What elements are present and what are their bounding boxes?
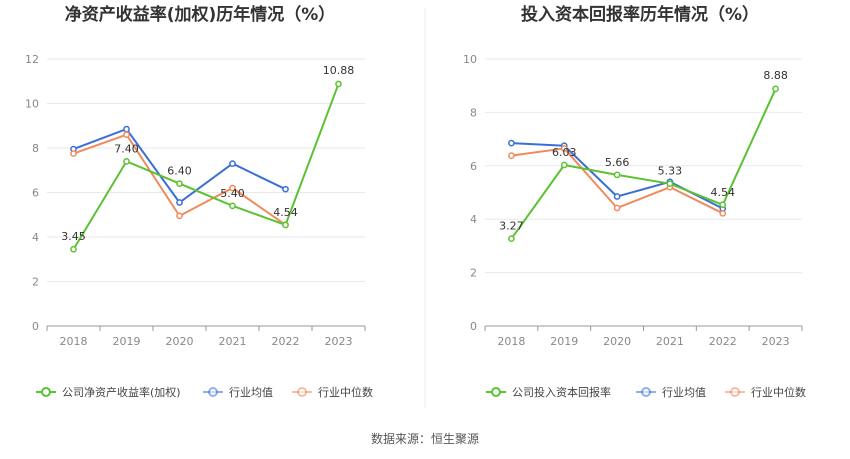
roic-data-point bbox=[560, 161, 568, 169]
roe-data-point bbox=[176, 199, 183, 206]
roic-data-point bbox=[666, 180, 674, 188]
roe-data-point bbox=[335, 80, 342, 88]
roic-data-point bbox=[560, 145, 568, 152]
roe-legend-label: 公司净资产收益率(加权) bbox=[62, 385, 181, 399]
roe-legend-marker bbox=[208, 387, 218, 397]
roe-x-tick-label: 2022 bbox=[272, 335, 300, 348]
roe-legend-item-0[interactable]: 公司净资产收益率(加权) bbox=[36, 385, 181, 399]
roe-data-point bbox=[123, 158, 130, 165]
roe-x-tick-label: 2023 bbox=[325, 335, 353, 348]
roe-data-point bbox=[229, 184, 236, 192]
roe-data-label: 4.54 bbox=[273, 206, 298, 219]
roic-legend-marker bbox=[491, 387, 501, 397]
roic-data-point bbox=[508, 139, 515, 147]
roic-data-label: 4.54 bbox=[711, 186, 736, 199]
roe-data-point bbox=[229, 160, 236, 167]
roic-y-tick-label: 10 bbox=[463, 53, 477, 66]
roe-data-point bbox=[123, 131, 130, 138]
roe-y-tick-label: 4 bbox=[32, 231, 39, 244]
roe-legend-label: 行业均值 bbox=[229, 386, 273, 399]
roe-y-tick-label: 2 bbox=[32, 276, 39, 289]
roe-data-label: 5.40 bbox=[220, 187, 245, 200]
roic-data-label: 5.66 bbox=[605, 156, 630, 169]
roic-data-point bbox=[719, 209, 727, 217]
roe-data-point bbox=[282, 185, 289, 193]
roe-x-tick-label: 2019 bbox=[113, 335, 141, 348]
data-source-note: 数据来源：恒生聚源 bbox=[371, 431, 479, 446]
roic-x-tick-label: 2023 bbox=[762, 335, 790, 348]
roe-data-point bbox=[176, 180, 183, 187]
roic-legend-item-2[interactable]: 行业中位数 bbox=[725, 385, 806, 399]
roic-x-tick-label: 2021 bbox=[656, 335, 684, 348]
roe-data-label: 3.45 bbox=[61, 230, 86, 243]
roe-data-point bbox=[70, 245, 77, 253]
roe-legend-marker bbox=[41, 387, 51, 397]
roic-data-point bbox=[508, 235, 515, 243]
roic-data-point bbox=[613, 193, 621, 200]
roe-legend-item-2[interactable]: 行业中位数 bbox=[292, 385, 373, 399]
roe-legend-marker bbox=[297, 387, 307, 397]
roe-x-tick-label: 2018 bbox=[60, 335, 88, 348]
roic-data-point bbox=[772, 85, 779, 93]
roic-legend-item-0[interactable]: 公司投入资本回报率 bbox=[486, 385, 611, 399]
roic-y-tick-label: 2 bbox=[470, 267, 477, 280]
roe-data-point bbox=[229, 202, 236, 210]
roic-data-point bbox=[613, 204, 621, 212]
roic-y-tick-label: 0 bbox=[470, 320, 477, 333]
roe-x-tick-label: 2020 bbox=[166, 335, 194, 348]
roic-series-line-0 bbox=[510, 88, 777, 240]
roic-x-tick-label: 2020 bbox=[603, 335, 631, 348]
roic-legend-label: 行业均值 bbox=[662, 386, 706, 399]
roic-data-point bbox=[508, 152, 515, 160]
roic-legend-marker bbox=[641, 387, 651, 397]
roic-data-label: 5.33 bbox=[658, 165, 683, 178]
roic-data-point bbox=[613, 171, 621, 179]
roe-y-tick-label: 6 bbox=[32, 187, 39, 200]
roic-chart: 投入资本回报率历年情况（%） 0 2 4 6 8 10 2018 2019 2020 2021 20… bbox=[463, 4, 806, 399]
roic-legend-label: 公司投入资本回报率 bbox=[512, 385, 611, 399]
roe-y-tick-label: 12 bbox=[25, 53, 39, 66]
roe-data-point bbox=[70, 150, 77, 157]
roe-chart-title: 净资产收益率(加权)历年情况（%） bbox=[65, 4, 336, 25]
roic-legend-item-1[interactable]: 行业均值 bbox=[636, 386, 706, 399]
roic-data-point bbox=[719, 201, 727, 209]
roe-y-tick-label: 10 bbox=[25, 98, 39, 111]
roic-legend-label: 行业中位数 bbox=[751, 385, 806, 399]
roe-y-tick-label: 8 bbox=[32, 142, 39, 155]
roe-data-point bbox=[123, 125, 130, 133]
roe-chart: 净资产收益率(加权)历年情况（%） 0 2 4 6 8 10 12 2018 2019 2020 2… bbox=[25, 4, 373, 399]
roic-legend-marker bbox=[730, 387, 740, 397]
roic-x-tick-label: 2018 bbox=[497, 335, 525, 348]
roe-data-label: 7.40 bbox=[114, 142, 139, 155]
roic-data-label: 3.27 bbox=[499, 220, 524, 233]
roe-series-line-0 bbox=[72, 83, 340, 250]
roe-data-point bbox=[282, 221, 289, 229]
roic-chart-title: 投入资本回报率历年情况（%） bbox=[521, 4, 759, 25]
roic-y-tick-label: 8 bbox=[470, 106, 477, 119]
roic-y-tick-label: 4 bbox=[470, 213, 477, 226]
roe-legend-label: 行业中位数 bbox=[318, 385, 373, 399]
roe-data-point bbox=[176, 212, 183, 220]
roic-x-tick-label: 2019 bbox=[550, 335, 578, 348]
roe-x-tick-label: 2021 bbox=[219, 335, 247, 348]
roe-y-tick-label: 0 bbox=[32, 320, 39, 333]
roic-data-label: 8.88 bbox=[763, 69, 788, 82]
roic-x-tick-label: 2022 bbox=[709, 335, 737, 348]
roe-data-label: 10.88 bbox=[323, 64, 355, 77]
roic-data-label: 6.03 bbox=[552, 146, 577, 159]
roe-legend-item-1[interactable]: 行业均值 bbox=[203, 386, 273, 399]
roic-y-tick-label: 6 bbox=[470, 160, 477, 173]
roe-data-label: 6.40 bbox=[167, 165, 192, 178]
